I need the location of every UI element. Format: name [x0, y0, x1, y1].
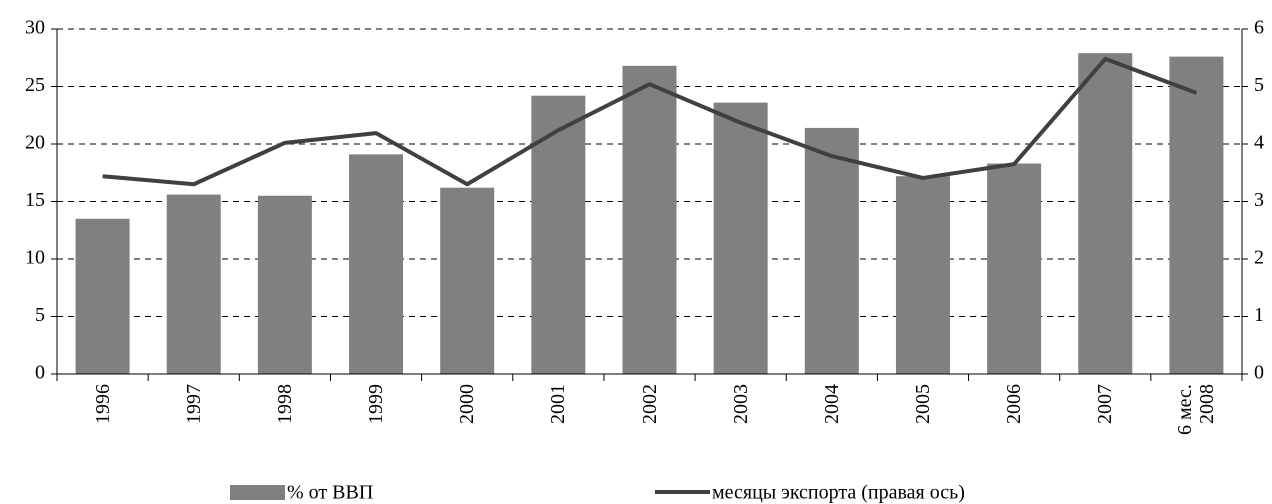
legend-label: месяцы экспорта (правая ось) [712, 482, 965, 504]
y-tick-label: 25 [25, 74, 45, 96]
x-tick-label: 1996 [91, 384, 114, 424]
bar [440, 187, 495, 374]
y2-tick-label: 5 [1254, 74, 1264, 96]
x-tick-label: 1999 [365, 384, 388, 424]
y-tick-label: 30 [25, 17, 45, 39]
bar [987, 163, 1042, 374]
bar [1078, 53, 1133, 375]
x-tick-label: 2006 [1003, 384, 1026, 424]
y-tick-label: 10 [25, 247, 45, 269]
y-tick-label: 5 [35, 304, 45, 326]
line [102, 56, 1198, 187]
x-tick-label: 6 мес. 2008 [1174, 384, 1219, 435]
y-tick-label: 20 [25, 132, 45, 154]
x-tick-label: 1998 [273, 384, 296, 424]
y2-tick-label: 2 [1254, 247, 1264, 269]
legend-label: % от ВВП [287, 482, 373, 504]
bar [257, 195, 312, 374]
x-tick-label: 2000 [456, 384, 479, 424]
bar [75, 218, 130, 374]
bar [531, 95, 586, 374]
y2-tick-label: 4 [1254, 132, 1264, 154]
bar [166, 194, 221, 374]
x-tick-label: 2003 [729, 384, 752, 424]
bar [349, 154, 404, 374]
y2-tick-label: 1 [1254, 304, 1264, 326]
x-tick-label: 2005 [911, 384, 934, 424]
bar [895, 176, 950, 374]
bar [713, 102, 768, 374]
y2-tick-label: 3 [1254, 189, 1264, 211]
x-tick-label: 2001 [547, 384, 570, 424]
bar [804, 127, 859, 375]
y-tick-label: 15 [25, 189, 45, 211]
x-tick-label: 2002 [638, 384, 661, 424]
bar [622, 65, 677, 375]
x-tick-label: 1997 [182, 384, 205, 424]
y2-tick-label: 6 [1254, 17, 1264, 39]
x-tick-label: 2007 [1094, 384, 1117, 424]
y2-tick-label: 0 [1254, 362, 1264, 384]
bar [1169, 56, 1224, 374]
legend-swatch [230, 485, 285, 500]
x-tick-label: 2004 [820, 384, 843, 424]
y-tick-label: 0 [35, 362, 45, 384]
